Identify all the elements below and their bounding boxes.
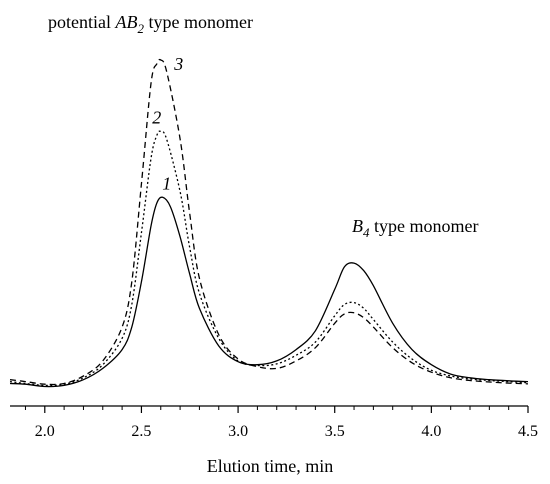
x-tick-label: 4.5	[518, 423, 538, 440]
x-tick-label: 3.0	[228, 423, 248, 440]
series-3-line	[9, 58, 529, 386]
x-tick-label: 2.5	[131, 423, 151, 440]
series-1-line	[9, 196, 529, 388]
curve-label-3: 3	[173, 54, 183, 74]
x-axis: 2.0 2.5 3.0 3.5 4.0 4.5	[10, 405, 538, 440]
curve-labels: 1 2 3	[152, 54, 183, 193]
x-tick-label: 2.0	[35, 423, 55, 440]
x-axis-title: Elution time, min	[207, 456, 334, 476]
curve-label-1: 1	[162, 173, 171, 193]
series-2-line	[9, 130, 529, 387]
annotation-ab2-monomer: potential AB2 type monomer	[48, 12, 253, 36]
x-tick-label: 3.5	[325, 423, 345, 440]
series-layer	[9, 58, 529, 388]
curve-label-2: 2	[152, 107, 161, 127]
annotation-b4-monomer: B4 type monomer	[352, 216, 478, 240]
x-tick-label: 4.0	[421, 423, 441, 440]
